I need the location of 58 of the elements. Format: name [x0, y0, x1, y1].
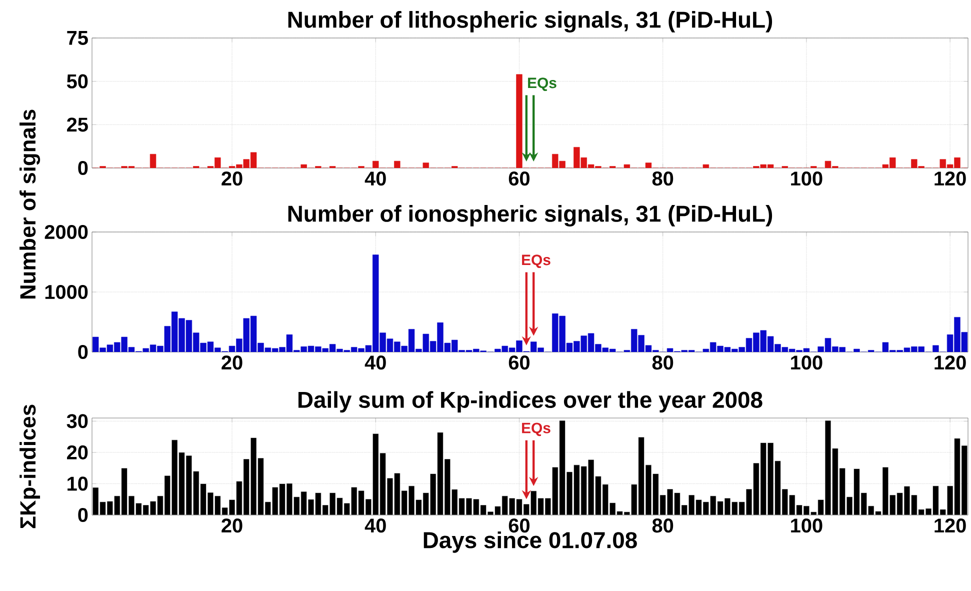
y-tick-label: 30: [66, 414, 88, 428]
x-tick-label: 100: [791, 518, 822, 533]
x-tick-label: 60: [508, 172, 530, 186]
bar: [674, 492, 680, 515]
bar: [157, 496, 164, 515]
x-tick-label: 120: [934, 518, 966, 533]
bar: [753, 462, 760, 515]
x-tick-label: 20: [222, 518, 242, 533]
chart-title: Number of lithospheric signals, 31 (PiD-HuL): [288, 11, 772, 33]
bar: [279, 484, 286, 515]
x-tick-label: 120: [934, 356, 966, 370]
x-tick-label: 80: [652, 172, 674, 186]
x-tick-label: 100: [791, 356, 822, 370]
bar: [121, 468, 128, 515]
bar: [358, 490, 364, 515]
annotation: EQs: [528, 78, 556, 91]
x-tick-label: 40: [364, 518, 386, 533]
y-tick-label: 0: [78, 160, 88, 176]
chart-title: Daily sum of Kp-indices over the year 2008: [298, 391, 762, 412]
y-tick-label: 50: [66, 74, 88, 88]
bar: [932, 486, 939, 515]
x-tick-label: 80: [652, 518, 674, 533]
bar: [336, 498, 343, 515]
y-tick-label: 20: [67, 445, 88, 460]
bar: [774, 460, 781, 515]
bar: [638, 436, 644, 515]
y-tick-label: 0: [78, 508, 88, 522]
x-tick-label: 60: [508, 356, 530, 370]
bar: [896, 492, 903, 515]
x-axis-title: Days since 01.07.08: [424, 531, 637, 553]
bar: [258, 458, 264, 515]
x-tick-label: 40: [364, 172, 386, 186]
bar: [200, 484, 206, 515]
y-axis-title: ΣKp-indices: [20, 404, 40, 528]
x-tick-label: 100: [791, 172, 822, 186]
chart-title: Number of ionospheric signals, 31 (PiD-HuL): [288, 205, 772, 226]
y-tick-label: 75: [67, 31, 88, 45]
x-tick-label: 20: [222, 356, 242, 370]
y-tick-label: 0: [78, 344, 88, 360]
bar: [854, 468, 860, 515]
x-tick-label: 20: [222, 172, 242, 186]
annotation: EQs: [522, 422, 550, 436]
bar: [437, 432, 444, 515]
bar: [595, 476, 602, 515]
bar: [236, 481, 242, 515]
x-tick-label: 120: [934, 172, 966, 186]
x-tick-label: 40: [364, 356, 386, 370]
annotation: EQs: [522, 254, 550, 268]
y-tick-label: 10: [68, 476, 88, 491]
x-tick-label: 60: [508, 518, 530, 533]
y-axis-title: Number of signals: [20, 110, 40, 299]
y-tick-label: 2000: [44, 224, 88, 240]
bar: [954, 438, 960, 515]
y-tick-label: 1000: [45, 284, 88, 300]
bar: [380, 452, 386, 515]
bar: [178, 452, 185, 515]
x-tick-label: 80: [652, 356, 674, 370]
y-tick-label: 25: [67, 118, 88, 132]
